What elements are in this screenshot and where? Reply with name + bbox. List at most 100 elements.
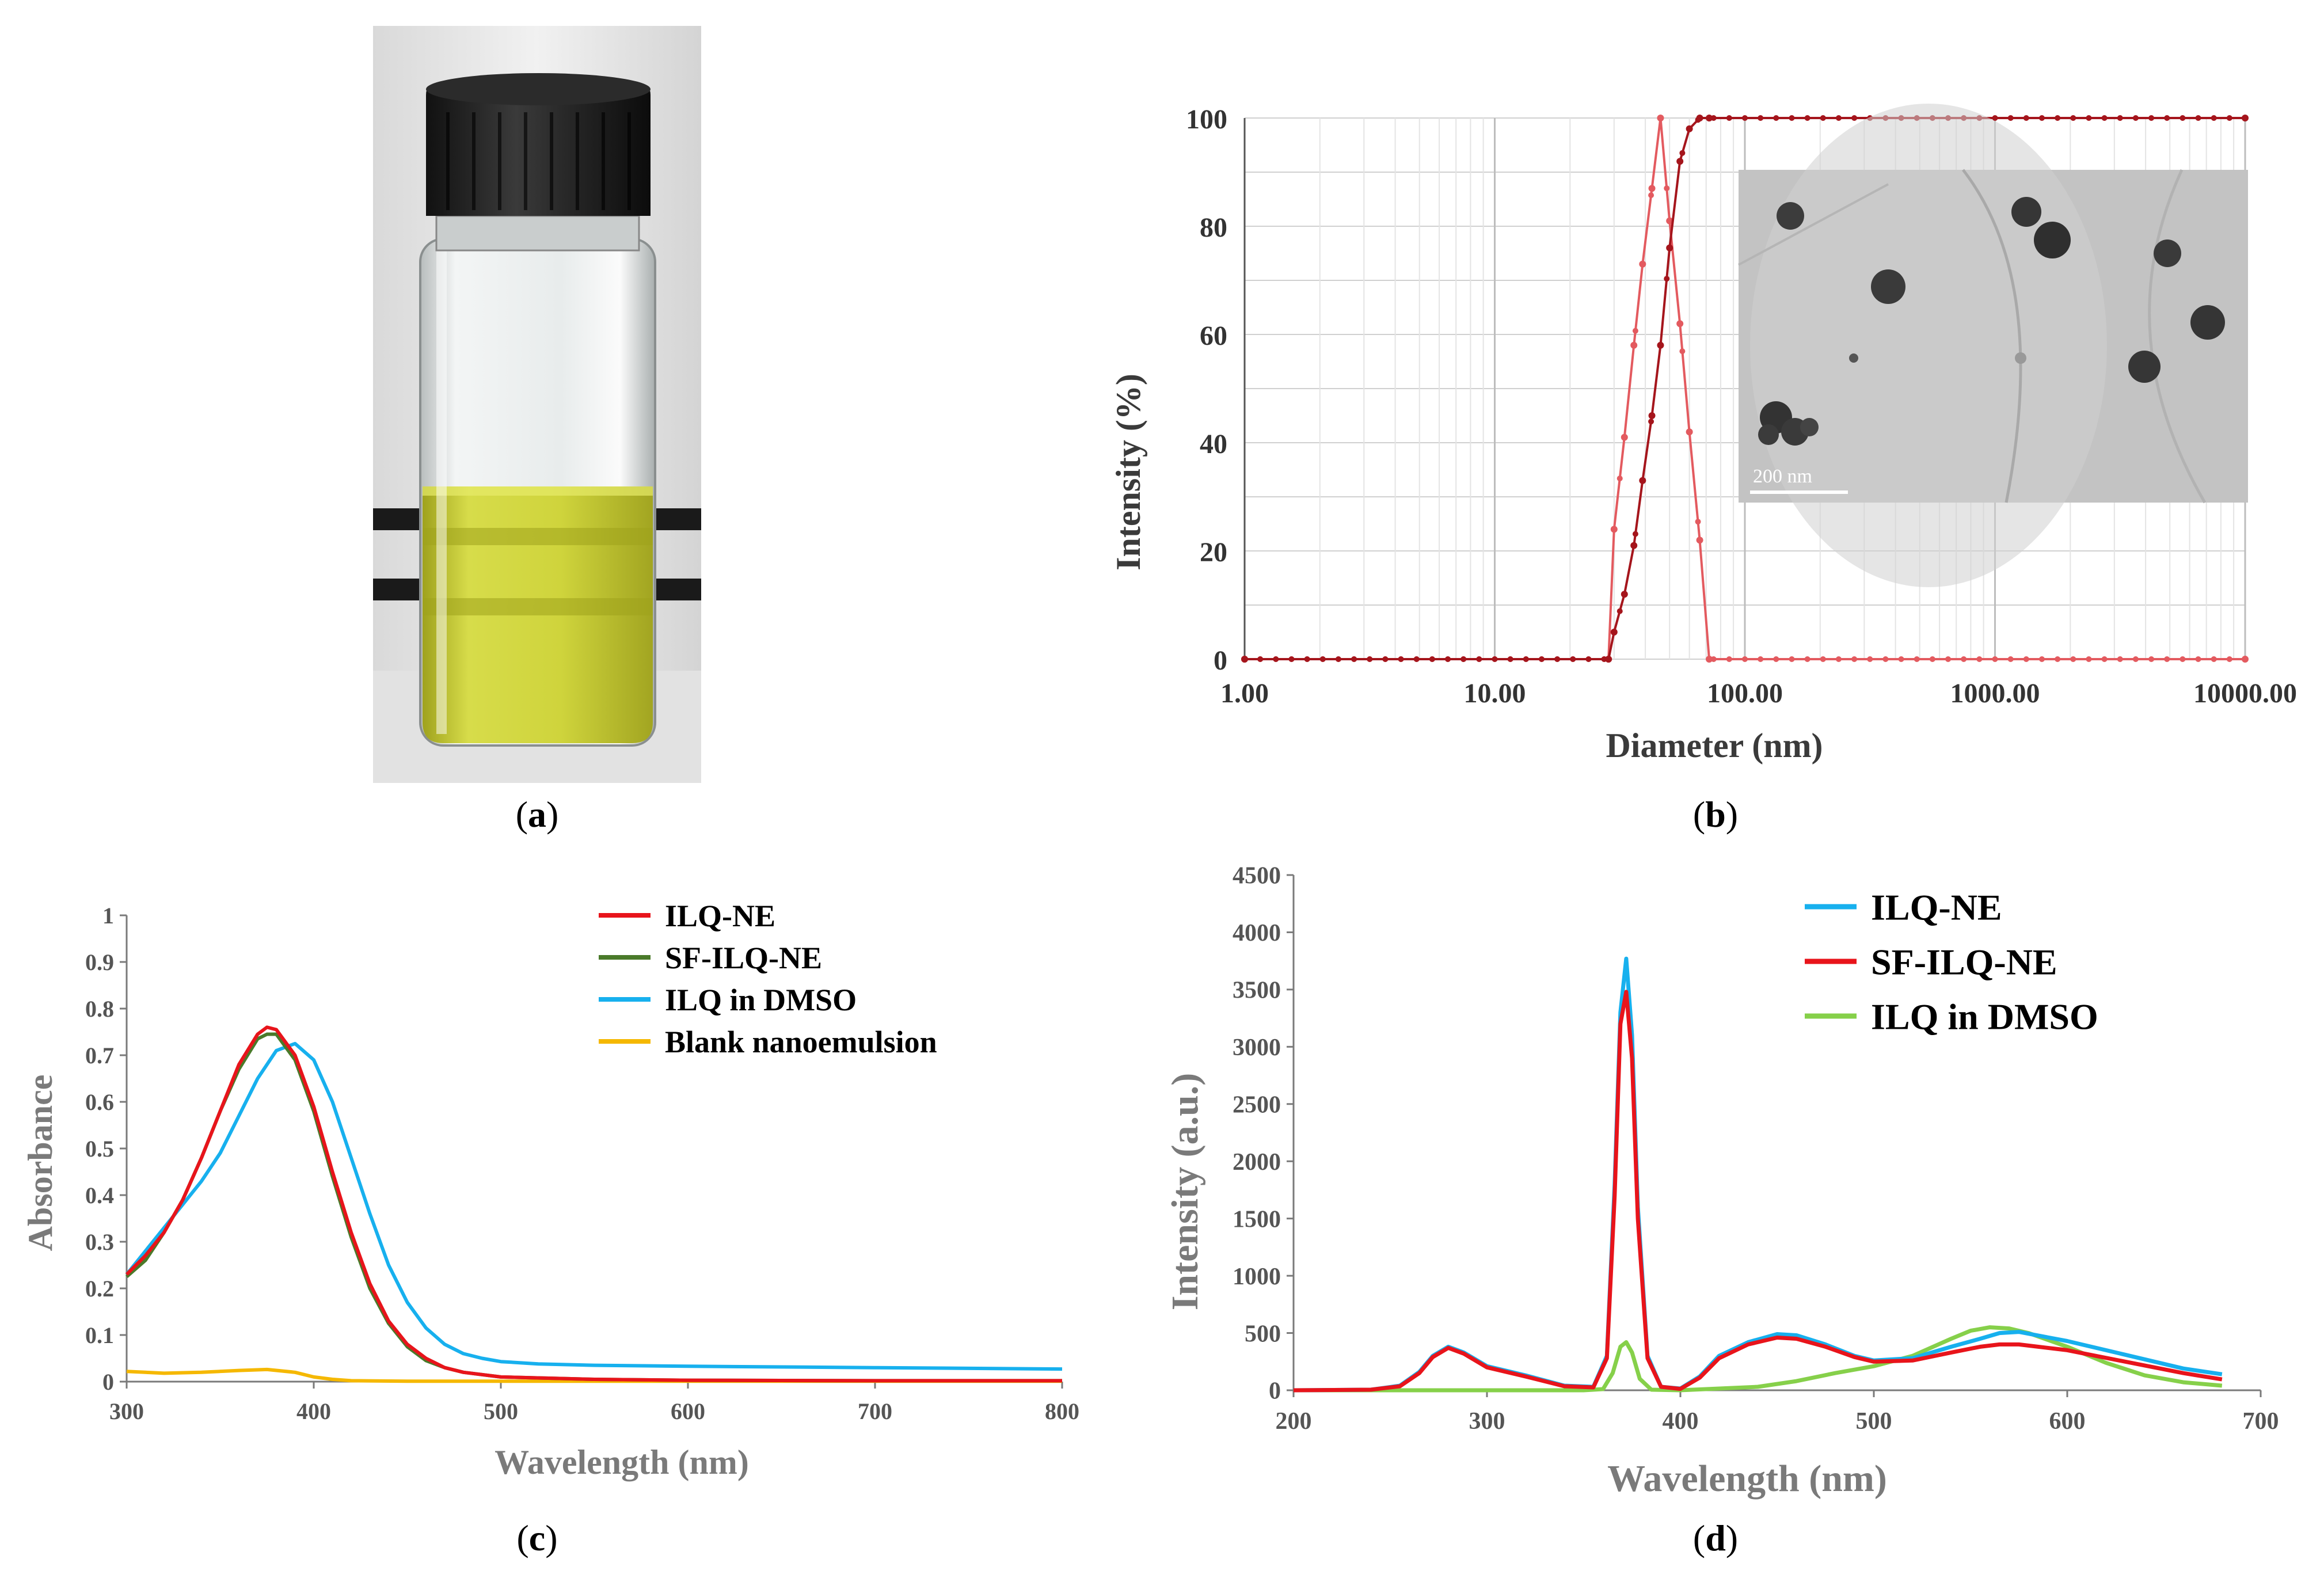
data-point-cumulative: [1648, 412, 1656, 419]
data-point-distribution: [1992, 656, 1998, 662]
data-point-distribution: [2070, 656, 2076, 662]
data-point-cumulative: [1241, 656, 1248, 663]
data-point-cumulative: [1351, 656, 1357, 662]
y-tick-label: 3500: [1233, 978, 1281, 1004]
data-point-cumulative: [1773, 115, 1779, 121]
data-point-distribution: [1648, 192, 1654, 199]
data-point-distribution: [1914, 656, 1920, 662]
legend-label: ILQ in DMSO: [665, 983, 857, 1017]
y-tick-label: 60: [1200, 321, 1227, 351]
legend-label: Blank nanoemulsion: [665, 1025, 937, 1059]
legend-label: SF-ILQ-NE: [1871, 941, 2057, 982]
data-point-cumulative: [2055, 115, 2061, 121]
data-point-cumulative: [2023, 115, 2029, 121]
data-point-cumulative: [1429, 656, 1435, 662]
y-tick-label: 4000: [1233, 920, 1281, 946]
y-axis-label: Intensity (a.u.): [1164, 1073, 1206, 1311]
y-tick-label: 4500: [1233, 863, 1281, 889]
data-point-cumulative: [1476, 656, 1482, 662]
data-point-distribution: [1648, 185, 1656, 192]
y-tick-label: 0.1: [85, 1322, 114, 1348]
x-tick-label: 700: [858, 1398, 892, 1424]
data-point-cumulative: [1630, 542, 1638, 549]
y-tick-label: 1500: [1233, 1206, 1281, 1233]
data-point-distribution: [1679, 348, 1686, 355]
y-tick-label: 1000: [1233, 1264, 1281, 1290]
y-axis-label: Absorbance: [21, 1075, 59, 1252]
data-point-cumulative: [1639, 477, 1646, 484]
x-tick-label: 500: [484, 1398, 518, 1424]
data-point-distribution: [2055, 656, 2061, 662]
data-point-distribution: [1657, 115, 1664, 121]
data-point-cumulative: [2007, 115, 2014, 121]
chart-d: 0 500 1000 1500 2000 2500 3000 3500 4000 4500 200 3…: [1164, 863, 2279, 1500]
legend-label: ILQ in DMSO: [1871, 996, 2098, 1037]
data-point-cumulative: [1605, 656, 1612, 663]
y-tick-label: 2500: [1233, 1091, 1281, 1118]
data-point-distribution: [1976, 656, 1983, 662]
data-point-distribution: [1945, 656, 1952, 662]
y-tick-label: 0: [1269, 1378, 1281, 1405]
data-point-distribution: [1676, 320, 1684, 328]
x-tick-label: 1000.00: [1950, 678, 2040, 709]
data-point-cumulative: [1686, 125, 1693, 132]
data-point-distribution: [1742, 656, 1748, 662]
data-point-cumulative: [1570, 656, 1576, 662]
data-point-cumulative: [1666, 244, 1673, 252]
data-point-distribution: [1621, 433, 1628, 441]
data-point-cumulative: [2211, 115, 2217, 121]
data-point-distribution: [1835, 656, 1842, 662]
data-point-cumulative: [1758, 115, 1764, 121]
data-point-cumulative: [1335, 656, 1341, 662]
y-tick-label: 40: [1200, 429, 1227, 459]
x-tick-label: 10.00: [1464, 678, 1526, 709]
data-point-distribution: [1695, 519, 1701, 525]
data-point-cumulative: [2148, 115, 2155, 121]
panel-a: [373, 26, 701, 783]
y-tick-label: 80: [1200, 212, 1227, 243]
y-tick-label: 500: [1245, 1321, 1281, 1347]
data-point-cumulative: [2117, 115, 2123, 121]
data-point-distribution: [1867, 656, 1873, 662]
data-point-distribution: [1898, 656, 1904, 662]
data-point-distribution: [1706, 656, 1713, 663]
data-point-cumulative: [1696, 115, 1703, 121]
data-point-cumulative: [2101, 115, 2108, 121]
panel-b-letter: b: [1705, 794, 1726, 835]
data-point-distribution: [2211, 656, 2217, 662]
data-point-cumulative: [1789, 115, 1795, 121]
data-point-cumulative: [1664, 276, 1670, 282]
data-point-cumulative: [2132, 115, 2139, 121]
data-point-cumulative: [1304, 656, 1310, 662]
y-tick-label: 0.2: [85, 1276, 114, 1302]
panel-c-label: (c): [516, 1517, 558, 1558]
data-point-distribution: [2101, 656, 2108, 662]
data-point-distribution: [2086, 656, 2092, 662]
data-point-cumulative: [1706, 115, 1713, 121]
panel-a-letter: a: [528, 794, 546, 835]
data-point-distribution: [1961, 656, 1967, 662]
vial-photo: [373, 26, 701, 783]
data-point-distribution: [1666, 217, 1673, 225]
y-tick-label: 0.9: [85, 949, 114, 975]
y-tick-label: 1: [102, 903, 114, 929]
data-point-cumulative: [1460, 656, 1467, 662]
data-point-cumulative: [1804, 115, 1810, 121]
data-point-cumulative: [1679, 150, 1686, 156]
data-point-cumulative: [1273, 656, 1279, 662]
panel-c: 0 0.1 0.2 0.3 0.4 0.5 0.6 0.7 0.8 0.9 1 300 400 500 60…: [12, 881, 1117, 1514]
chart-c: 0 0.1 0.2 0.3 0.4 0.5 0.6 0.7 0.8 0.9 1 300 400 500 60…: [21, 899, 1079, 1481]
y-tick-label: 0: [102, 1369, 114, 1395]
data-point-cumulative: [1992, 115, 1998, 121]
data-point-cumulative: [1648, 419, 1654, 425]
x-tick-label: 200: [1276, 1408, 1312, 1435]
data-point-cumulative: [1538, 656, 1545, 662]
x-tick-label: 300: [109, 1398, 144, 1424]
data-point-cumulative: [1851, 115, 1858, 121]
y-tick-label: 0.3: [85, 1229, 114, 1255]
panel-a-label: (a): [515, 794, 559, 835]
tem-scale-label: 200 nm: [1753, 466, 1812, 487]
x-tick-label: 400: [1663, 1408, 1699, 1435]
data-point-cumulative: [2242, 115, 2249, 121]
data-point-cumulative: [1657, 341, 1664, 349]
